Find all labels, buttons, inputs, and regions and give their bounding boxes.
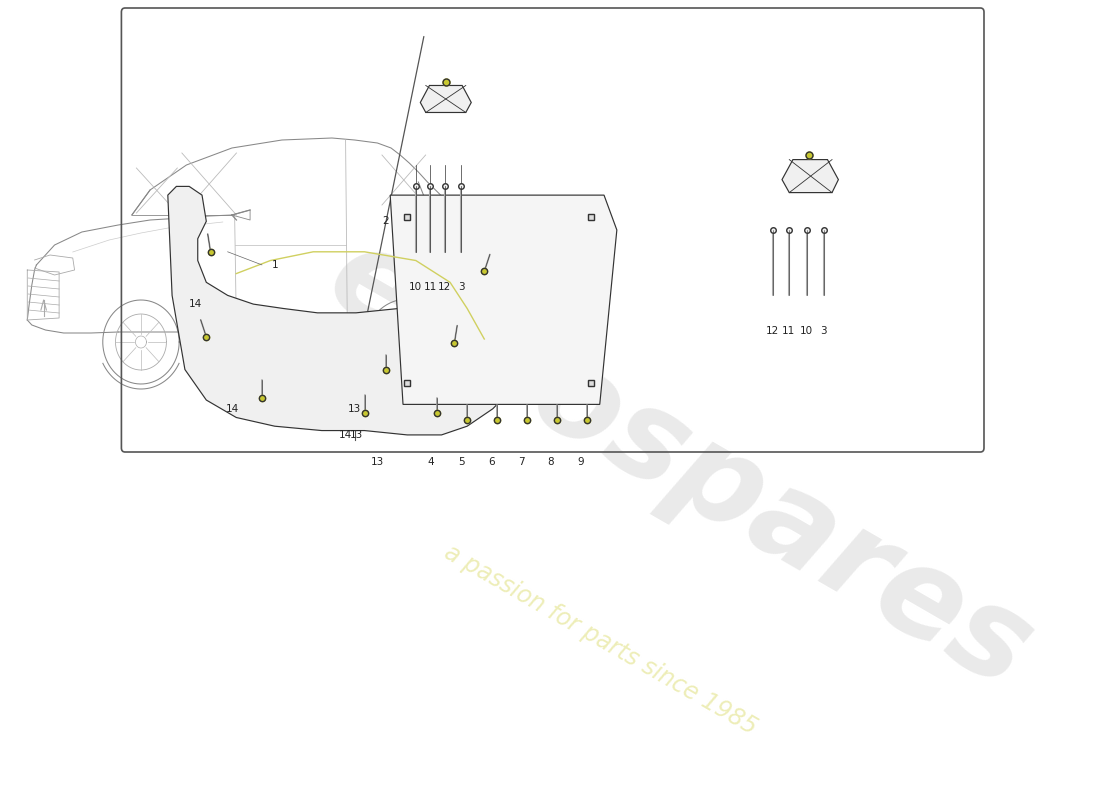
Text: 11: 11 — [424, 282, 437, 292]
Polygon shape — [420, 86, 471, 113]
Polygon shape — [168, 186, 518, 435]
Text: 8: 8 — [548, 457, 554, 466]
Text: 12: 12 — [438, 282, 452, 292]
Text: 4: 4 — [427, 457, 433, 466]
Text: 9: 9 — [578, 457, 584, 466]
Text: 14: 14 — [339, 430, 352, 440]
Text: 7: 7 — [518, 457, 525, 466]
Text: 10: 10 — [800, 326, 813, 336]
Text: 12: 12 — [766, 326, 779, 336]
Text: 11: 11 — [782, 326, 795, 336]
Text: 3: 3 — [458, 282, 464, 292]
Text: 2: 2 — [383, 216, 389, 226]
Text: 14: 14 — [188, 299, 201, 309]
Text: 13: 13 — [350, 430, 363, 440]
Text: eurospares: eurospares — [308, 214, 1053, 714]
Text: 6: 6 — [487, 457, 494, 466]
Text: 14: 14 — [226, 404, 239, 414]
Text: 13: 13 — [348, 404, 361, 414]
Polygon shape — [782, 160, 838, 193]
Text: 5: 5 — [458, 457, 464, 466]
Text: 10: 10 — [409, 282, 422, 292]
Text: a passion for parts since 1985: a passion for parts since 1985 — [440, 540, 761, 740]
Text: 13: 13 — [371, 457, 384, 466]
Text: 3: 3 — [821, 326, 827, 336]
Polygon shape — [390, 195, 617, 405]
Text: 1: 1 — [272, 260, 278, 270]
